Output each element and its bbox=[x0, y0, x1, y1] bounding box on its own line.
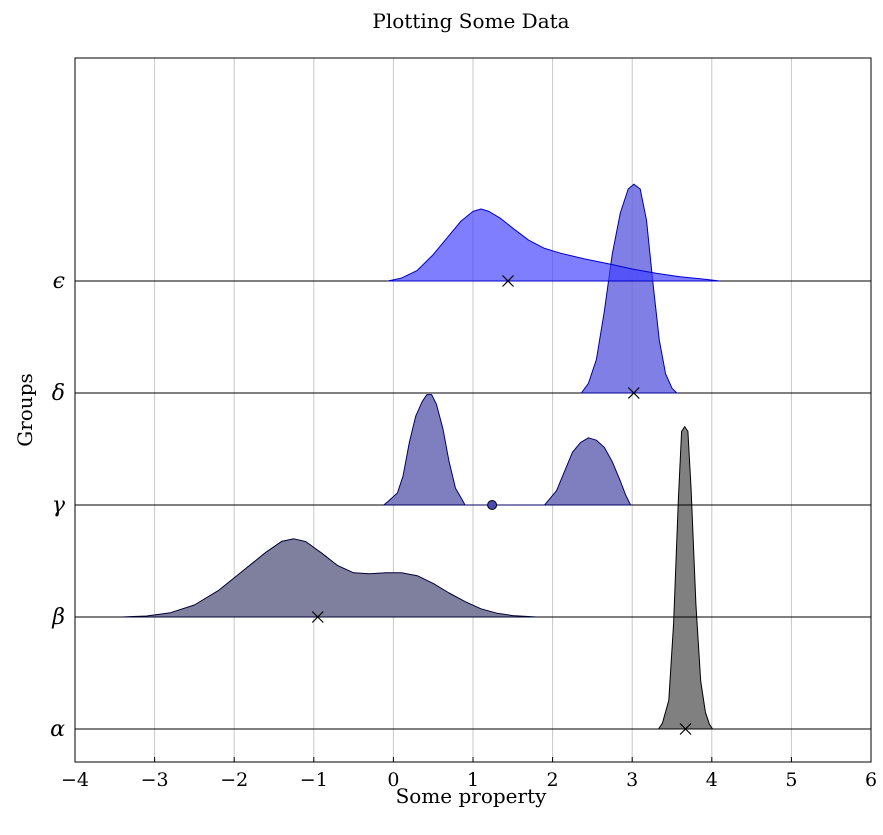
x-tick-label: 0 bbox=[387, 769, 399, 791]
x-tick-label: 2 bbox=[547, 769, 559, 791]
ridge-area bbox=[387, 208, 721, 282]
group-label: δ bbox=[52, 381, 65, 406]
x-tick-label: −2 bbox=[220, 769, 248, 791]
x-tick-label: −3 bbox=[141, 769, 169, 791]
x-axis: −4 −3 −2 −1 0 1 2 3 4 5 6 bbox=[61, 757, 877, 791]
group-marker bbox=[627, 387, 640, 399]
x-tick-label: −1 bbox=[300, 769, 328, 791]
x-tick-label: 1 bbox=[467, 769, 479, 791]
x-tick-label: 3 bbox=[626, 769, 638, 791]
y-axis: α β γ δ ϵ bbox=[50, 269, 80, 742]
group-marker bbox=[502, 275, 514, 287]
group-marker bbox=[311, 611, 324, 623]
x-tick-label: 4 bbox=[706, 769, 718, 791]
y-axis-label: Groups bbox=[13, 373, 37, 447]
chart-title: Plotting Some Data bbox=[372, 9, 569, 33]
group-marker bbox=[679, 723, 692, 735]
ridge-area bbox=[383, 394, 632, 506]
group-label: α bbox=[50, 717, 65, 742]
ridge-area bbox=[580, 183, 678, 394]
ridge-area bbox=[657, 426, 714, 730]
x-tick-label: 6 bbox=[865, 769, 877, 791]
group-label: β bbox=[51, 605, 65, 630]
ridge-area bbox=[120, 538, 538, 618]
grid bbox=[154, 58, 792, 762]
group-marker bbox=[487, 500, 498, 510]
group-label: ϵ bbox=[53, 269, 65, 294]
ridges bbox=[75, 183, 871, 735]
x-tick-label: −4 bbox=[61, 769, 89, 791]
x-axis-label: Some property bbox=[396, 784, 548, 808]
group-label: γ bbox=[52, 493, 66, 518]
x-tick-label: 5 bbox=[785, 769, 797, 791]
